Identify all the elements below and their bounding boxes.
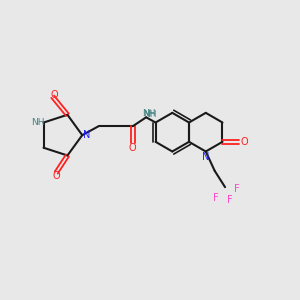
Text: F: F <box>213 193 219 202</box>
Text: F: F <box>227 195 232 205</box>
Text: F: F <box>234 184 239 194</box>
Text: NH: NH <box>143 110 157 119</box>
Text: O: O <box>50 90 58 100</box>
Text: O: O <box>240 137 248 147</box>
Text: N: N <box>83 130 90 140</box>
Text: NH: NH <box>142 109 156 118</box>
Text: N: N <box>202 152 209 162</box>
Text: O: O <box>52 171 60 181</box>
Text: NH: NH <box>32 118 45 127</box>
Text: O: O <box>129 142 136 153</box>
